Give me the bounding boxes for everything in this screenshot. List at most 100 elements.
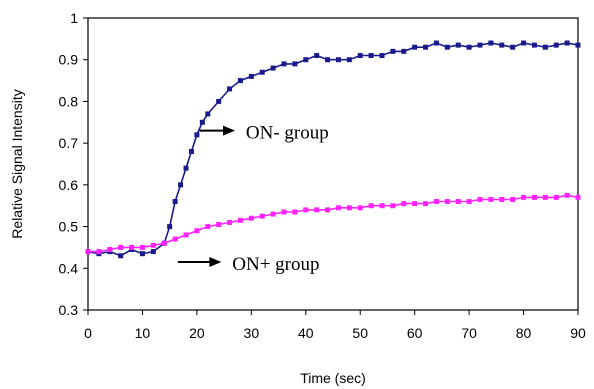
data-point	[466, 199, 472, 205]
data-point	[270, 211, 276, 217]
data-point	[281, 61, 287, 67]
data-point	[542, 194, 548, 200]
data-point	[292, 61, 298, 67]
data-point	[455, 42, 461, 48]
data-point	[205, 111, 211, 117]
y-tick-label: 0.4	[59, 260, 79, 276]
y-tick-label: 1	[70, 10, 78, 26]
data-point	[281, 209, 287, 215]
data-point	[248, 73, 254, 79]
data-point	[433, 40, 439, 46]
data-point	[107, 247, 113, 253]
x-tick-label: 70	[461, 325, 477, 341]
x-tick-label: 60	[407, 325, 423, 341]
data-point	[259, 69, 265, 75]
data-point	[199, 119, 205, 125]
data-point	[216, 98, 222, 104]
y-axis: 0.3 0.4 0.5 0.6 0.7 0.8 0.9 1	[59, 10, 88, 318]
data-point	[188, 148, 194, 154]
data-point	[303, 207, 309, 213]
arrow-head-icon	[223, 125, 235, 136]
series-on-group	[85, 40, 581, 259]
annotation-label: ON+ group	[232, 254, 319, 275]
data-point	[85, 249, 91, 255]
data-point	[227, 219, 233, 225]
data-point	[510, 196, 516, 202]
data-point	[553, 42, 559, 48]
x-axis: 0 10 20 30 40 50 60 70 80 90	[84, 310, 586, 341]
data-point	[412, 201, 418, 207]
data-point	[499, 196, 505, 202]
x-tick-label: 30	[244, 325, 260, 341]
data-point	[379, 203, 385, 209]
data-point	[564, 192, 570, 198]
data-point	[433, 199, 439, 205]
y-tick-label: 0.7	[59, 135, 79, 151]
data-point	[237, 217, 243, 223]
data-point	[455, 199, 461, 205]
data-point	[335, 205, 341, 211]
x-tick-label: 0	[84, 325, 92, 341]
data-point	[314, 53, 320, 59]
data-point	[390, 203, 396, 209]
data-point	[357, 205, 363, 211]
data-point	[466, 44, 472, 50]
plot-area	[87, 17, 579, 311]
series-layer	[85, 40, 581, 259]
data-point	[270, 65, 276, 71]
data-point	[161, 240, 167, 246]
data-point	[335, 57, 341, 63]
x-axis-title: Time (sec)	[300, 370, 366, 386]
y-tick-label: 0.9	[59, 52, 79, 68]
data-point	[444, 199, 450, 205]
data-point	[325, 207, 331, 213]
data-point	[564, 40, 570, 46]
y-tick-label: 0.6	[59, 177, 79, 193]
data-point	[412, 44, 418, 50]
data-point	[150, 242, 156, 248]
data-point	[194, 228, 200, 234]
data-point	[292, 209, 298, 215]
data-point	[205, 224, 211, 230]
data-point	[531, 42, 537, 48]
y-tick-label: 0.8	[59, 93, 79, 109]
y-tick-label: 0.3	[59, 302, 79, 318]
data-point	[167, 224, 173, 230]
data-point	[346, 57, 352, 63]
data-point	[477, 42, 483, 48]
data-point	[423, 201, 429, 207]
data-point	[139, 251, 145, 257]
x-tick-label: 40	[298, 325, 314, 341]
data-point	[194, 132, 200, 138]
data-point	[379, 53, 385, 59]
data-point	[325, 57, 331, 63]
data-point	[575, 42, 581, 48]
data-point	[227, 86, 233, 92]
data-point	[237, 78, 243, 84]
data-point	[118, 244, 124, 250]
y-tick-label: 0.5	[59, 219, 79, 235]
series-line	[88, 194, 579, 253]
x-tick-label: 80	[516, 325, 532, 341]
data-point	[178, 182, 184, 188]
data-point	[183, 165, 189, 171]
data-point	[488, 40, 494, 46]
data-point	[118, 253, 124, 259]
data-point	[357, 53, 363, 59]
data-point	[346, 205, 352, 211]
series-on-group	[85, 192, 581, 255]
data-point	[390, 48, 396, 54]
x-tick-label: 10	[135, 325, 151, 341]
data-point	[96, 249, 102, 255]
data-point	[488, 196, 494, 202]
data-point	[314, 207, 320, 213]
data-point	[172, 199, 178, 205]
x-tick-label: 90	[570, 325, 586, 341]
data-point	[303, 57, 309, 63]
data-point	[150, 249, 156, 255]
data-point	[553, 194, 559, 200]
x-tick-label: 20	[189, 325, 205, 341]
data-point	[401, 201, 407, 207]
data-point	[129, 244, 135, 250]
